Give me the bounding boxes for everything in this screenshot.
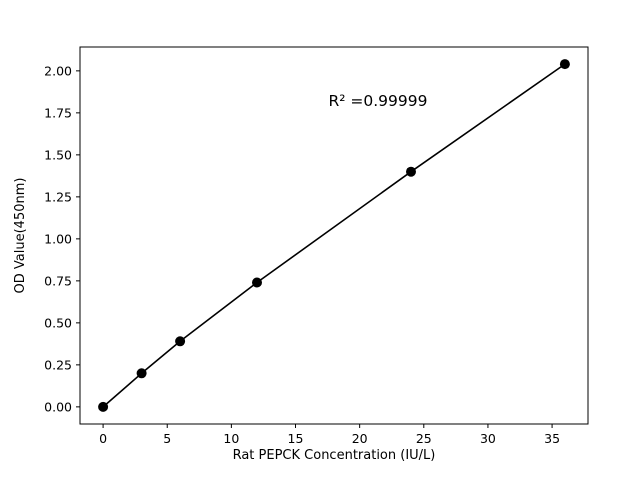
y-tick-label: 0.75	[44, 273, 72, 288]
y-tick-label: 1.25	[44, 189, 72, 204]
data-point	[559, 59, 570, 70]
x-axis-label: Rat PEPCK Concentration (IU/L)	[233, 448, 436, 463]
y-axis-label: OD Value(450nm)	[13, 178, 28, 294]
data-point	[406, 166, 416, 177]
x-tick-label: 0	[99, 431, 107, 446]
y-tick-label: 0.00	[44, 399, 72, 414]
x-tick-label: 35	[544, 431, 560, 446]
data-point	[136, 368, 147, 379]
y-tick-label: 1.00	[44, 231, 72, 246]
x-tick-label: 20	[352, 431, 368, 446]
r-squared-annotation: R² =0.99999	[329, 92, 428, 110]
x-tick-label: 10	[223, 431, 239, 446]
x-tick-label: 25	[416, 431, 432, 446]
x-tick-label: 5	[163, 431, 171, 446]
y-tick-label: 1.75	[44, 105, 72, 120]
plot-frame	[79, 46, 589, 425]
data-point	[98, 401, 109, 412]
y-tick-label: 1.50	[44, 147, 72, 162]
y-tick-label: 2.00	[44, 63, 72, 78]
data-point	[175, 336, 186, 347]
x-tick-label: 15	[288, 431, 304, 446]
y-tick-label: 0.25	[44, 357, 72, 372]
x-tick-label: 30	[480, 431, 496, 446]
data-point	[252, 277, 262, 288]
y-tick-label: 0.50	[44, 315, 72, 330]
data-line	[102, 63, 566, 408]
